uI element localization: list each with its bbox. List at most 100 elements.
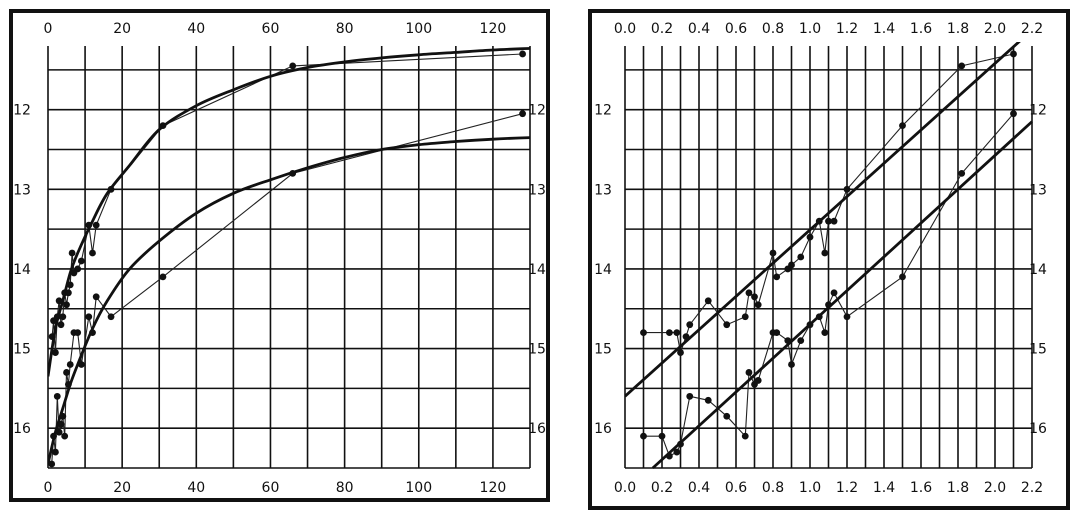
data-point: [773, 329, 781, 337]
y-tick-label-right: 16: [528, 421, 546, 437]
data-point: [769, 249, 777, 257]
data-point: [745, 289, 753, 297]
y-tick-label-left: 16: [13, 421, 31, 437]
data-point: [754, 377, 762, 384]
y-tick-label-right: 14: [528, 262, 546, 278]
data-point: [686, 321, 694, 329]
data-point: [741, 432, 749, 440]
data-point: [85, 221, 93, 229]
y-tick-label-left: 13: [594, 182, 612, 198]
data-point: [825, 217, 832, 225]
y-tick-label-right: 12: [1029, 103, 1047, 119]
data-point: [751, 293, 758, 301]
data-point: [66, 281, 74, 289]
data-point: [52, 448, 59, 456]
y-tick-label-left: 15: [13, 342, 31, 358]
y-tick-label-left: 13: [13, 182, 31, 198]
data-point: [704, 297, 712, 305]
y-tick-label-right: 12: [528, 103, 546, 119]
data-point: [519, 110, 526, 118]
x-tick-label-top: 0: [44, 21, 53, 37]
x-tick-label-bottom: 2.2: [1021, 480, 1043, 496]
data-point: [806, 233, 814, 241]
y-tick-label-right: 13: [528, 182, 546, 198]
x-tick-label-bottom: 0.4: [688, 480, 710, 496]
x-tick-label-bottom: 40: [187, 480, 205, 496]
data-point: [53, 313, 61, 321]
x-tick-label-top: 1.4: [873, 21, 895, 37]
data-point: [741, 313, 749, 321]
x-tick-label-top: 1.6: [910, 21, 932, 37]
data-point: [48, 460, 56, 468]
y-tick-label-left: 14: [594, 262, 612, 278]
data-point: [673, 448, 681, 456]
data-point: [63, 369, 70, 376]
data-point: [704, 396, 712, 404]
data-point: [77, 361, 85, 368]
data-point: [815, 217, 823, 225]
x-tick-label-top: 0.2: [651, 21, 673, 37]
data-point: [289, 169, 297, 177]
data-point: [686, 392, 694, 400]
data-point: [89, 249, 96, 257]
x-tick-label-bottom: 1.8: [947, 480, 969, 496]
x-tick-label-top: 0.0: [614, 21, 636, 37]
data-point: [50, 432, 57, 440]
x-tick-label-top: 0.8: [762, 21, 784, 37]
x-tick-label-bottom: 0.8: [762, 480, 784, 496]
data-point: [773, 273, 781, 281]
data-point: [92, 221, 100, 229]
data-point: [843, 313, 851, 321]
data-point: [66, 361, 74, 368]
data-point: [55, 297, 63, 305]
data-point: [821, 329, 829, 337]
y-tick-label-left: 15: [594, 342, 612, 358]
x-tick-label-top: 80: [336, 21, 354, 37]
data-point: [640, 432, 647, 440]
data-point: [830, 217, 838, 225]
x-tick-label-bottom: 1.0: [799, 480, 821, 496]
x-tick-label-top: 1.2: [836, 21, 858, 37]
data-point: [754, 301, 762, 309]
data-layer: [625, 42, 1033, 470]
data-point: [64, 380, 72, 388]
data-point: [48, 333, 56, 341]
y-tick-label-left: 12: [13, 103, 31, 119]
x-tick-label-bottom: 80: [336, 480, 354, 496]
data-point: [899, 273, 906, 281]
x-tick-label-top: 1.8: [947, 21, 969, 37]
data-point: [825, 301, 832, 309]
x-tick-label-bottom: 0: [44, 480, 53, 496]
x-tick-label-top: 60: [262, 21, 280, 37]
data-point: [85, 313, 93, 321]
chart-frame: [9, 9, 550, 502]
x-tick-label-bottom: 0.2: [651, 480, 673, 496]
data-point: [815, 313, 823, 321]
x-tick-label-bottom: 100: [405, 480, 432, 496]
data-point: [784, 337, 792, 345]
x-tick-label-bottom: 1.2: [836, 480, 858, 496]
x-tick-label-top: 0.6: [725, 21, 747, 37]
data-point: [788, 261, 795, 269]
data-point: [107, 185, 115, 193]
left-chart-panel: 0 0 20 20 40 40 60 60 80 80 100 100 120 120 12 12 13 13 14…: [9, 9, 550, 502]
x-tick-label-bottom: 60: [262, 480, 280, 496]
x-tick-label-top: 20: [113, 21, 131, 37]
y-tick-label-right: 15: [528, 342, 546, 358]
data-point: [658, 432, 666, 440]
data-point: [289, 62, 297, 70]
series-1-fit-curve: [48, 47, 531, 377]
data-point: [958, 169, 966, 177]
data-point: [677, 440, 684, 448]
y-tick-label-left: 16: [594, 421, 612, 437]
data-point: [797, 253, 805, 261]
data-point: [958, 62, 966, 70]
data-point: [74, 265, 82, 273]
data-point: [61, 432, 69, 440]
y-tick-label-left: 14: [13, 262, 31, 278]
y-tick-label-right: 16: [1029, 421, 1047, 437]
data-point: [59, 412, 67, 420]
x-tick-label-top: 2.0: [984, 21, 1006, 37]
data-point: [77, 257, 85, 265]
